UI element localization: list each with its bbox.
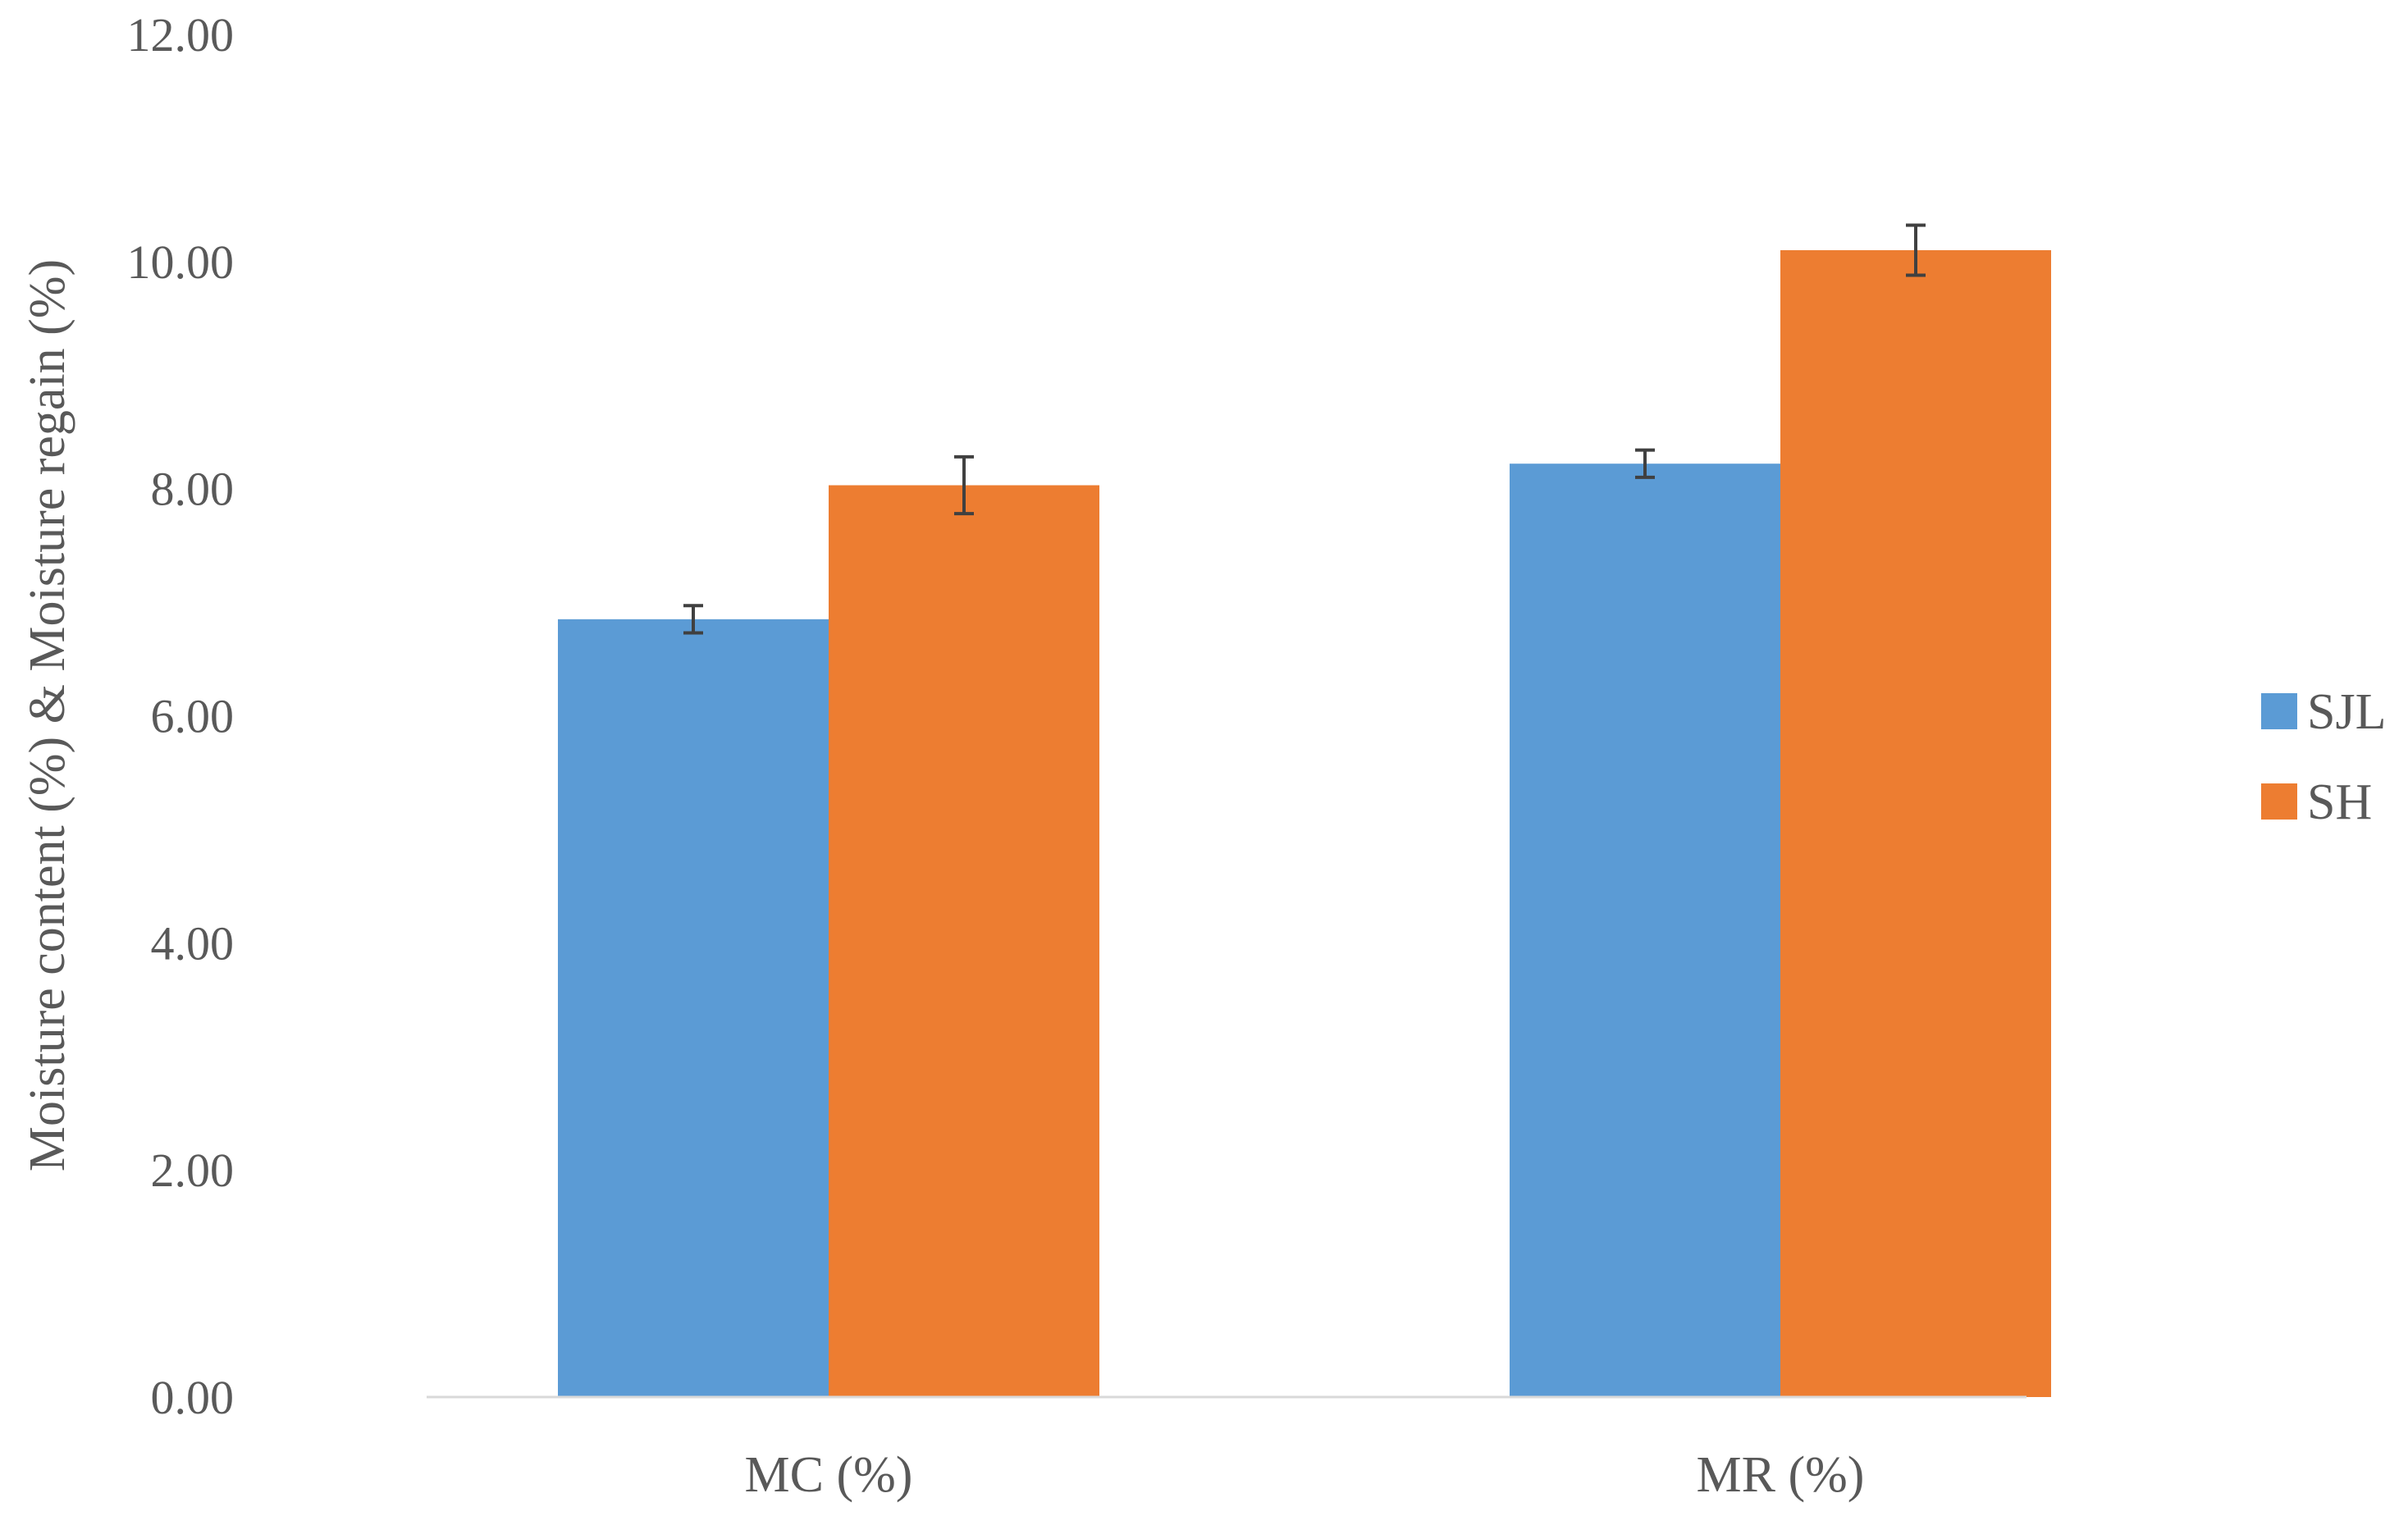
y-axis-title: Moisture content (%) & Moisture regain (… (20, 259, 75, 1171)
legend-item: SH (2261, 774, 2372, 830)
legend-label: SH (2307, 774, 2372, 830)
y-tick-label: 10.00 (127, 235, 235, 289)
plot-area (558, 223, 2051, 1397)
legend: SJL SH (2261, 684, 2386, 830)
y-tick-label: 8.00 (151, 463, 235, 516)
error-bar (683, 604, 703, 635)
error-bar (954, 454, 974, 516)
y-tick-label: 2.00 (151, 1144, 235, 1197)
bar-sh-2 (1780, 249, 2051, 1397)
bar-sjl-1 (558, 619, 829, 1397)
y-tick-label: 6.00 (151, 690, 235, 743)
x-tick-label: MR (%) (1697, 1447, 1865, 1503)
legend-label: SJL (2307, 684, 2386, 740)
y-tick-label: 0.00 (151, 1371, 235, 1424)
x-axis: MC (%) MR (%) (745, 1447, 1865, 1503)
x-tick-label: MC (%) (745, 1447, 913, 1503)
y-tick-label: 4.00 (151, 916, 235, 970)
error-bar (1635, 448, 1655, 479)
legend-item: SJL (2261, 684, 2386, 740)
y-axis: 0.00 2.00 4.00 6.00 8.00 10.00 12.00 (127, 8, 235, 1424)
y-tick-label: 12.00 (127, 8, 235, 62)
legend-swatch (2261, 783, 2297, 820)
legend-swatch (2261, 693, 2297, 729)
error-bar (1906, 223, 1926, 277)
bar-sjl-2 (1510, 463, 1780, 1397)
bar-sh-1 (829, 485, 1099, 1397)
